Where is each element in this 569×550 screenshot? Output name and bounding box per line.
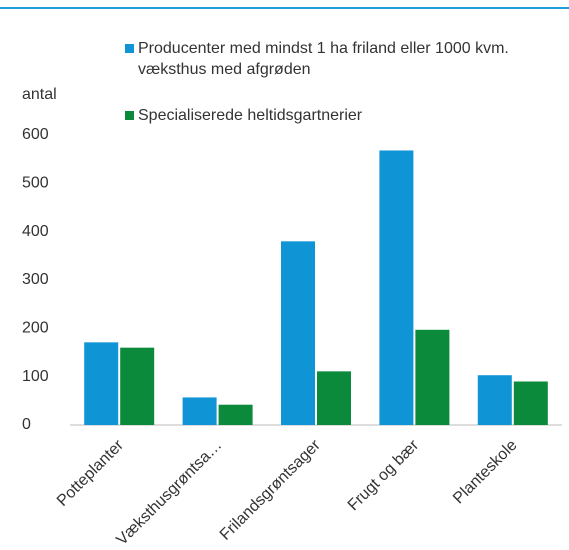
x-tick-label: Potteplanter xyxy=(54,436,128,510)
legend-swatch xyxy=(125,111,134,120)
x-tick-label: Væksthusgrøntsa… xyxy=(113,437,225,549)
bar xyxy=(317,371,351,425)
y-tick-label: 600 xyxy=(22,126,49,143)
legend-label: Specialiserede heltidsgartnerier xyxy=(138,107,363,124)
x-tick-label: Frilandsgrøntsager xyxy=(217,436,324,543)
bar xyxy=(477,375,512,425)
y-tick-label: 0 xyxy=(22,416,31,433)
bar xyxy=(120,347,155,425)
bar xyxy=(182,397,217,425)
legend-label: Producenter med mindst 1 ha friland elle… xyxy=(138,40,509,78)
y-tick-label: 200 xyxy=(22,320,49,337)
y-tick-label: 300 xyxy=(22,271,49,288)
bar xyxy=(513,381,548,425)
x-tick-label: Planteskole xyxy=(450,437,521,508)
y-tick-label: 400 xyxy=(22,223,49,240)
y-axis-label: antal xyxy=(22,86,57,103)
bar xyxy=(84,342,119,425)
bar xyxy=(379,150,414,425)
bar xyxy=(415,329,450,425)
y-tick-label: 100 xyxy=(22,368,49,385)
legend-swatch xyxy=(125,44,134,53)
y-tick-label: 500 xyxy=(22,175,49,192)
x-tick-label: Frugt og bær xyxy=(345,436,423,514)
bar xyxy=(281,241,315,425)
bar xyxy=(218,404,253,425)
